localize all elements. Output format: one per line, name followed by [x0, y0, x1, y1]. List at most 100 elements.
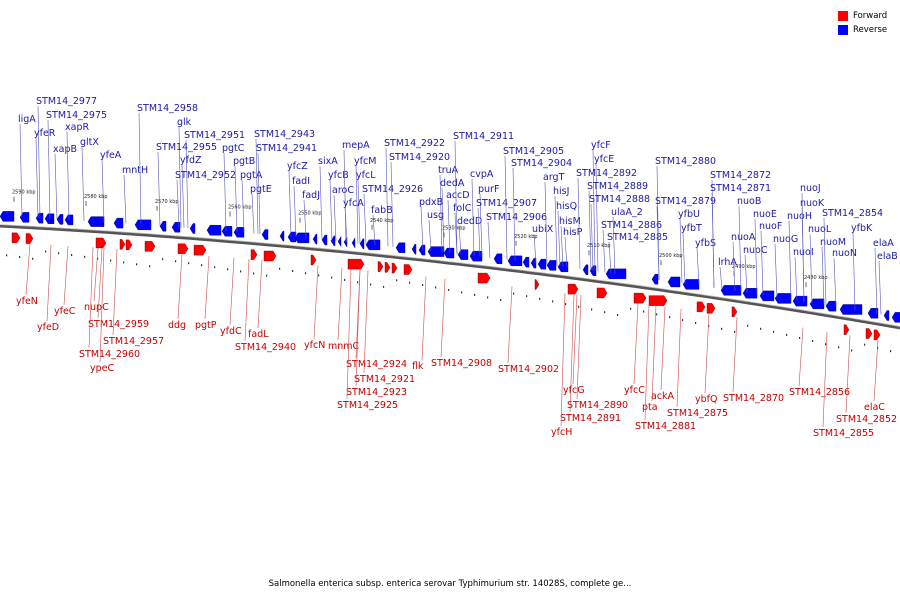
minor-feature-dash	[448, 288, 450, 291]
reverse-gene-label: STM14_2885	[607, 232, 668, 243]
reverse-gene-arrow	[337, 235, 342, 248]
reverse-label-leader	[608, 241, 612, 274]
reverse-gene-label: cvpA	[470, 169, 494, 180]
reverse-gene-label: STM14_2955	[156, 142, 217, 153]
minor-feature-dash	[604, 311, 606, 314]
forward-gene-label: STM14_2852	[836, 414, 897, 425]
forward-label-leader	[313, 265, 319, 340]
forward-gene-label: STM14_2959	[88, 319, 149, 330]
reverse-gene-label: yfcE	[594, 154, 614, 165]
forward-label-leader	[572, 294, 578, 385]
tick-label: 2520 kbp	[514, 234, 538, 240]
minor-feature-dash	[539, 297, 541, 300]
reverse-label-leader	[390, 161, 394, 247]
reverse-gene-label: folC	[453, 203, 472, 214]
reverse-label-leader	[533, 233, 537, 264]
reverse-gene-label: lrhA	[718, 257, 737, 268]
reverse-gene-arrow	[522, 256, 530, 268]
reverse-gene-label: STM14_2889	[587, 181, 648, 192]
reverse-gene-label: STM14_2907	[476, 198, 537, 209]
minor-feature-dash	[32, 257, 34, 260]
reverse-gene-label: STM14_2975	[46, 110, 107, 121]
reverse-swatch	[838, 25, 848, 35]
reverse-label-leader	[81, 146, 85, 221]
reverse-gene-arrow	[279, 230, 285, 242]
forward-label-leader	[873, 340, 879, 402]
minor-feature-dash	[617, 313, 619, 316]
minor-feature-dash	[305, 272, 307, 275]
forward-gene-label: STM14_2925	[337, 400, 398, 411]
forward-label-leader	[112, 249, 118, 336]
reverse-gene-label: ulaA_2	[611, 207, 643, 218]
reverse-gene-label: ubiX	[532, 224, 554, 235]
reverse-label-leader	[588, 190, 592, 271]
reverse-gene-label: nuoG	[773, 234, 798, 245]
forward-label-leader	[25, 243, 31, 296]
reverse-gene-label: nuoL	[808, 224, 832, 235]
reverse-label-leader	[560, 225, 564, 267]
genome-caption: Salmonella enterica subsp. enterica sero…	[268, 579, 632, 589]
minor-feature-dash	[773, 330, 775, 333]
minor-feature-dash	[422, 284, 424, 287]
reverse-label-leader	[719, 266, 723, 290]
forward-label-leader	[651, 305, 657, 402]
forward-label-leader	[644, 304, 650, 421]
minor-feature-dash	[188, 262, 190, 265]
reverse-gene-arrow	[418, 244, 426, 256]
minor-feature-dash	[214, 266, 216, 269]
reverse-gene-label: yfcM	[354, 156, 376, 167]
reverse-gene-label: accD	[446, 190, 470, 201]
reverse-gene-label: nuoA	[731, 232, 756, 243]
minor-feature-dash	[45, 250, 47, 253]
forward-gene-label: STM14_2875	[667, 408, 728, 419]
forward-gene-label: yfcH	[551, 427, 572, 438]
reverse-label-leader	[343, 149, 347, 243]
reverse-gene-arrow	[159, 221, 167, 232]
reverse-gene-arrow	[742, 288, 758, 299]
minor-feature-dash	[97, 257, 99, 260]
reverse-label-leader	[319, 165, 323, 240]
minor-feature-dash	[721, 327, 723, 330]
forward-gene-label: STM14_2960	[79, 349, 140, 360]
reverse-gene-arrow	[883, 310, 890, 321]
reverse-label-leader	[612, 216, 616, 274]
reverse-label-leader	[19, 123, 23, 218]
forward-gene-arrow	[534, 279, 540, 290]
reverse-gene-label: STM14_2886	[601, 220, 662, 231]
reverse-label-leader	[223, 152, 227, 232]
reverse-gene-arrow	[221, 226, 233, 237]
forward-gene-label: ypeC	[90, 363, 114, 374]
reverse-gene-label: yfcZ	[287, 161, 308, 172]
reverse-label-leader	[471, 178, 475, 256]
reverse-label-leader	[255, 138, 259, 234]
reverse-label-leader	[439, 174, 443, 253]
minor-feature-dash	[864, 343, 866, 346]
reverse-label-leader	[544, 181, 548, 265]
reverse-gene-arrow	[667, 276, 681, 288]
reverse-gene-label: yfbK	[851, 223, 873, 234]
reverse-label-leader	[809, 233, 813, 304]
reverse-label-leader	[656, 205, 660, 280]
reverse-gene-arrow	[605, 268, 627, 280]
reverse-label-leader	[54, 153, 58, 220]
reverse-label-leader	[181, 164, 185, 228]
minor-feature-dash	[656, 313, 658, 316]
reverse-gene-label: yfcB	[328, 170, 349, 181]
reverse-gene-arrow	[774, 293, 792, 304]
reverse-label-leader	[157, 151, 161, 227]
reverse-label-leader	[138, 112, 142, 225]
reverse-gene-label: STM14_2879	[655, 196, 716, 207]
forward-gene-arrow	[95, 237, 107, 249]
reverse-gene-label: fadJ	[302, 190, 320, 201]
reverse-label-leader	[852, 232, 856, 311]
reverse-gene-label: fabB	[371, 205, 393, 216]
reverse-gene-arrow	[312, 233, 318, 245]
minor-feature-dash	[500, 299, 502, 301]
forward-gene-label: STM14_2856	[789, 387, 850, 398]
forward-gene-arrow	[263, 250, 277, 262]
forward-gene-arrow	[377, 261, 384, 272]
backbone-line	[0, 224, 900, 330]
reverse-label-leader	[595, 163, 599, 272]
minor-feature-dash	[643, 310, 645, 313]
